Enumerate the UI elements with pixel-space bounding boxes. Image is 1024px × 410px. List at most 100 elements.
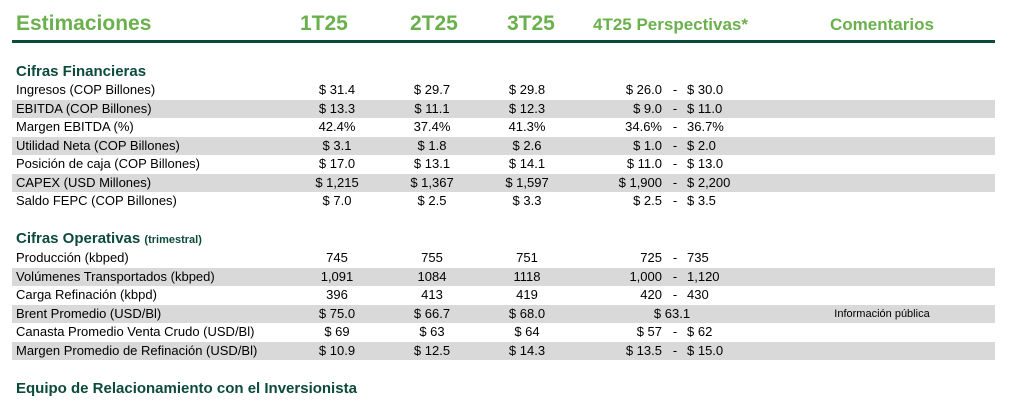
row-label: Posición de caja (COP Billones) (16, 156, 201, 171)
value-4t25-low: $ 11.0 (626, 156, 662, 171)
value-2t25: $ 13.1 (413, 156, 451, 171)
value-3t25: $ 29.8 (508, 82, 546, 97)
value-2t25: $ 11.1 (414, 100, 450, 116)
value-4t25-low: $ 1.0 (633, 137, 662, 153)
range-dash: - (672, 250, 678, 265)
value-1t25: $ 7.0 (322, 193, 352, 208)
value-2t25: $ 29.7 (413, 82, 451, 97)
value-4t25-low: $ 9.0 (633, 100, 662, 116)
value-4t25-high: $ 62 (687, 324, 713, 339)
value-4t25-high: 430 (687, 287, 709, 302)
value-4t25: $ 63.1 (653, 305, 691, 321)
row-label: Canasta Promedio Venta Crudo (USD/Bl) (16, 324, 255, 339)
section-title-investor: Equipo de Relacionamiento con el Inversi… (16, 380, 357, 397)
section-title-financial: Cifras Financieras (16, 63, 147, 80)
value-4t25-low: $ 13.5 (625, 342, 662, 358)
value-3t25: $ 3.3 (512, 193, 542, 208)
value-4t25-high: $ 11.0 (687, 100, 723, 116)
value-2t25: 755 (421, 250, 443, 265)
value-1t25: $ 75.0 (318, 305, 356, 321)
value-3t25: $ 68.0 (508, 305, 546, 321)
value-2t25: 413 (421, 287, 443, 302)
value-2t25: 37.4% (413, 119, 451, 134)
value-2t25: $ 1,367 (410, 174, 454, 190)
value-3t25: $ 1,597 (505, 174, 549, 190)
value-4t25-high: $ 3.5 (687, 193, 716, 208)
value-4t25-high: 735 (687, 250, 709, 265)
value-2t25: $ 1.8 (417, 137, 447, 153)
value-4t25-high: $ 30.0 (687, 82, 724, 97)
range-dash: - (672, 119, 678, 134)
value-1t25: 1,091 (320, 268, 354, 284)
header-col-3t25: 3T25 (507, 12, 555, 35)
range-dash: - (672, 287, 678, 302)
value-1t25: $ 17.0 (318, 156, 356, 171)
value-2t25: $ 12.5 (413, 342, 451, 358)
value-4t25-high: $ 15.0 (687, 342, 724, 358)
table-row: CAPEX (USD Millones) $ 1,215 $ 1,367 $ 1,59… (12, 173, 995, 192)
row-label: Ingresos (COP Billones) (16, 82, 156, 97)
section-subtitle-operational: (trimestral) (144, 234, 202, 246)
value-4t25-low: $ 57 (636, 324, 662, 339)
table-row: Brent Promedio (USD/Bl) $ 75.0 $ 66.7 $ 68.… (12, 304, 995, 323)
header-divider (12, 40, 995, 43)
row-label: Utilidad Neta (COP Billones) (16, 137, 180, 153)
section-title-operational: Cifras Operativas (trimestral) (16, 230, 202, 247)
row-label: Volúmenes Transportados (kbped) (16, 268, 215, 284)
table-row: EBITDA (COP Billones) $ 13.3 $ 11.1 $ 12.3 $… (12, 99, 995, 118)
value-4t25-low: $ 26.0 (625, 82, 662, 97)
value-2t25: $ 63 (419, 324, 445, 339)
value-1t25: $ 10.9 (318, 342, 356, 358)
row-label: Margen EBITDA (%) (16, 119, 134, 134)
row-label: Producción (kbped) (16, 250, 129, 265)
table-row: Canasta Promedio Venta Crudo (USD/Bl) $ 6… (12, 323, 995, 341)
table-row: Carga Refinación (kbpd) 396 413 419 420-430 (12, 286, 995, 304)
range-dash: - (672, 156, 678, 171)
value-3t25: $ 14.1 (508, 156, 546, 171)
header-col-2t25: 2T25 (410, 12, 458, 35)
value-1t25: $ 3.1 (322, 137, 352, 153)
value-4t25-high: 1,120 (687, 268, 720, 284)
header-col-comentarios: Comentarios (830, 15, 934, 34)
value-2t25: $ 2.5 (417, 193, 447, 208)
value-4t25-low: 1,000 (629, 268, 662, 284)
row-label: Margen Promedio de Refinación (USD/Bl) (16, 342, 258, 358)
value-4t25-high: $ 2,200 (687, 174, 731, 190)
row-label: CAPEX (USD Millones) (16, 174, 152, 190)
value-3t25: 419 (516, 287, 538, 302)
value-1t25: 42.4% (318, 119, 356, 134)
range-dash: - (672, 324, 678, 339)
value-4t25-low: 420 (640, 287, 662, 302)
range-dash: - (672, 100, 678, 116)
table-row: Margen Promedio de Refinación (USD/Bl) $ … (12, 341, 995, 360)
value-1t25: $ 31.4 (318, 82, 356, 97)
value-3t25: $ 2.6 (512, 137, 542, 153)
value-3t25: $ 14.3 (508, 342, 546, 358)
header-col-1t25: 1T25 (300, 12, 348, 35)
value-3t25: $ 12.3 (508, 100, 546, 116)
row-label: EBITDA (COP Billones) (16, 100, 152, 116)
range-dash: - (672, 174, 678, 190)
range-dash: - (672, 82, 678, 97)
range-dash: - (672, 193, 678, 208)
range-dash: - (672, 268, 678, 284)
value-4t25-high: 36.7% (687, 119, 724, 134)
table-row: Volúmenes Transportados (kbped) 1,091 1084… (12, 267, 995, 286)
value-1t25: 396 (326, 287, 348, 302)
value-1t25: $ 13.3 (318, 100, 356, 116)
table-row: Saldo FEPC (COP Billones) $ 7.0 $ 2.5 $ 3.3… (12, 192, 995, 210)
value-3t25: 1118 (513, 268, 541, 284)
range-dash: - (672, 137, 678, 153)
comment: Información pública (834, 307, 930, 320)
table-row: Producción (kbped) 745 755 751 725-735 (12, 249, 995, 267)
value-4t25-low: 725 (640, 250, 662, 265)
range-dash: - (672, 342, 678, 358)
table-row: Margen EBITDA (%) 42.4% 37.4% 41.3% 34.6% -36… (12, 118, 995, 136)
value-4t25-low: $ 1,900 (618, 174, 662, 190)
header-col-4t25: 4T25 Perspectivas* (593, 15, 748, 34)
table-row: Posición de caja (COP Billones) $ 17.0 $ 1… (12, 155, 995, 173)
value-1t25: $ 1,215 (315, 174, 359, 190)
row-label: Carga Refinación (kbpd) (16, 287, 157, 302)
value-2t25: 1084 (417, 268, 447, 284)
value-3t25: 41.3% (508, 119, 546, 134)
